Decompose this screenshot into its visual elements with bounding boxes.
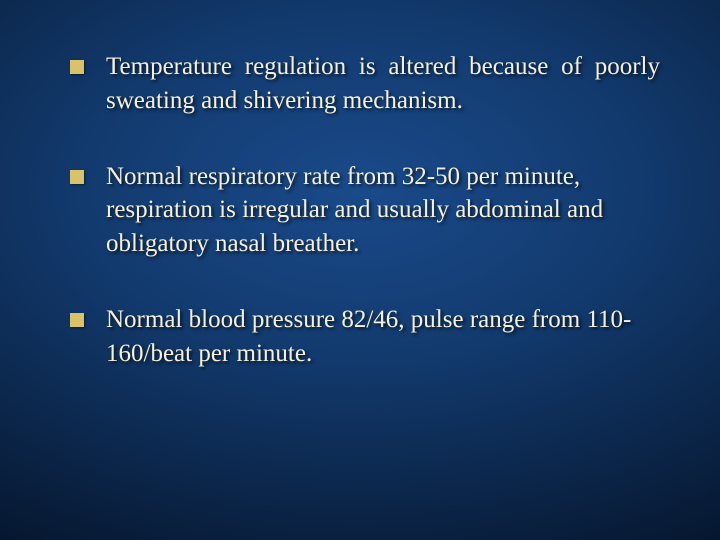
bullet-text: Normal blood pressure 82/46, pulse range… xyxy=(106,303,660,371)
bullet-square-icon xyxy=(70,170,84,184)
list-item: Temperature regulation is altered becaus… xyxy=(70,50,660,118)
slide: Temperature regulation is altered becaus… xyxy=(0,0,720,540)
bullet-square-icon xyxy=(70,60,84,74)
bullet-square-icon xyxy=(70,313,84,327)
bullet-text: Temperature regulation is altered becaus… xyxy=(106,50,660,118)
list-item: Normal blood pressure 82/46, pulse range… xyxy=(70,303,660,371)
bullet-text: Normal respiratory rate from 32-50 per m… xyxy=(106,160,660,261)
list-item: Normal respiratory rate from 32-50 per m… xyxy=(70,160,660,261)
